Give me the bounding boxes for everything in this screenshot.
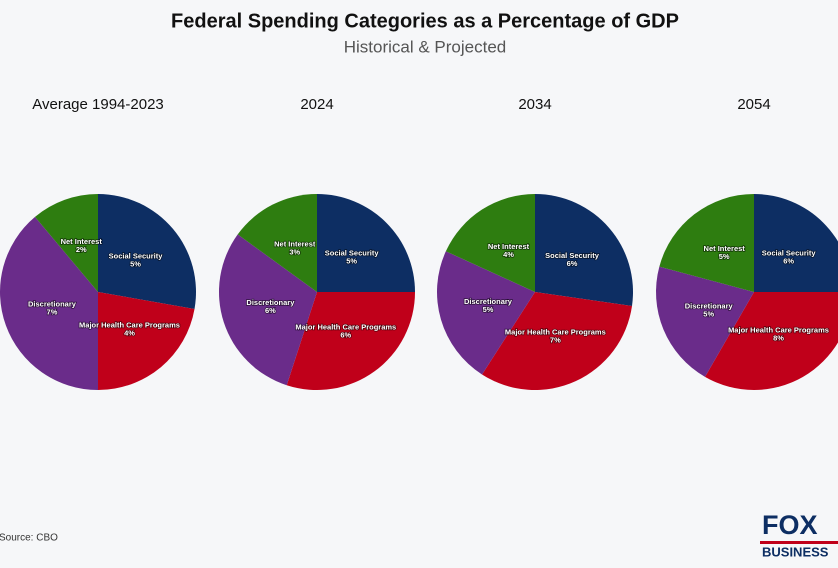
slice-value: 7% (47, 308, 58, 317)
logo-bottom: BUSINESS (762, 544, 829, 559)
slice-label: Discretionary (28, 300, 77, 309)
slice-label: Major Health Care Programs (505, 328, 606, 337)
pie-slice (35, 194, 98, 292)
slice-label: Net Interest (704, 244, 746, 253)
slice-value: 5% (719, 252, 730, 261)
slice-label: Discretionary (246, 298, 295, 307)
pie-slice (317, 194, 415, 292)
pie-title: 2054 (737, 96, 770, 113)
source-note: Source: CBO (0, 533, 58, 544)
slice-value: 6% (783, 256, 794, 265)
slice-label: Social Security (545, 251, 600, 260)
slice-label: Major Health Care Programs (295, 323, 396, 332)
slice-value: 4% (503, 250, 514, 259)
slice-label: Social Security (325, 248, 380, 257)
slice-value: 6% (265, 306, 276, 315)
slice-label: Net Interest (61, 237, 103, 246)
pie-slice (286, 292, 415, 390)
pie-slice (218, 234, 317, 386)
pie-title: 2024 (300, 96, 333, 113)
slice-value: 6% (340, 331, 351, 340)
pie-slice (0, 216, 98, 390)
slice-label: Major Health Care Programs (728, 325, 829, 334)
slice-value: 2% (76, 245, 87, 254)
pie-slice (754, 194, 838, 292)
pie-title: 2034 (518, 96, 551, 113)
slice-label: Social Security (762, 248, 817, 257)
pie-slice (98, 292, 195, 390)
logo-top: FOX (762, 510, 818, 540)
slice-value: 5% (483, 305, 494, 314)
pie-slice (535, 194, 633, 306)
slice-value: 7% (550, 336, 561, 345)
slice-label: Discretionary (464, 297, 513, 306)
pie-title: Average 1994-2023 (32, 96, 164, 113)
pie-slice (445, 194, 535, 292)
slice-label: Net Interest (488, 242, 530, 251)
slice-value: 5% (346, 256, 357, 265)
pie-slice (482, 292, 633, 390)
pie-slice (98, 194, 196, 310)
slice-value: 3% (289, 247, 300, 256)
logo-bar (760, 541, 838, 544)
slice-label: Net Interest (274, 239, 316, 248)
pie-slice (237, 194, 317, 292)
slice-value: 5% (703, 310, 714, 319)
slice-value: 4% (124, 329, 135, 338)
pie-slice (705, 292, 838, 390)
slice-value: 6% (567, 259, 578, 268)
slice-label: Discretionary (685, 302, 734, 311)
slice-value: 5% (130, 259, 141, 268)
chart-title: Federal Spending Categories as a Percent… (171, 10, 679, 32)
pie-slice (656, 266, 754, 377)
pie-slice (437, 251, 535, 375)
slice-label: Major Health Care Programs (79, 321, 180, 330)
chart-subtitle: Historical & Projected (344, 37, 507, 56)
slice-label: Social Security (109, 251, 164, 260)
slice-value: 8% (773, 333, 784, 342)
pie-slice (659, 194, 754, 292)
